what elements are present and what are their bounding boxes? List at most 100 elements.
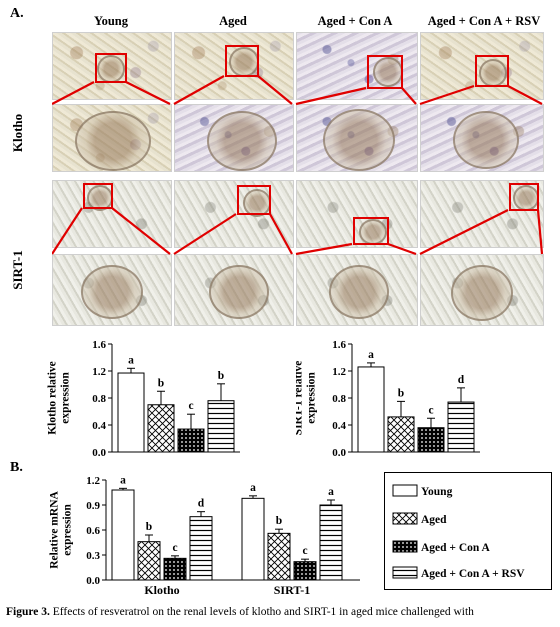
y-tick-label: 0.0 (332, 447, 346, 459)
y-axis-label-line: expression (306, 372, 318, 424)
significance-letter: c (302, 545, 307, 557)
y-axis-label-line: SIRT-1 relative (296, 361, 305, 436)
y-tick-label: 1.2 (92, 366, 106, 378)
zoom-box (95, 53, 127, 83)
y-tick-label: 0.0 (86, 575, 100, 587)
y-axis-label: Klotho relative expression (47, 361, 72, 435)
category-label-0: Klotho (144, 583, 179, 597)
bar-hlines-1 (319, 504, 343, 581)
significance-letter: b (146, 521, 152, 533)
bar-cross-1 (267, 532, 291, 581)
y-tick-label: 0.8 (332, 393, 346, 405)
significance-letter: c (428, 404, 433, 416)
micrograph-sirt1-cona-zoom (296, 254, 418, 326)
significance-letter: d (458, 374, 465, 386)
micrograph-klotho-rsv-zoom (420, 104, 544, 172)
y-tick-label: 0.8 (92, 393, 106, 405)
micrograph-klotho-young-zoom (52, 104, 172, 172)
zoom-connector-lines (52, 75, 544, 256)
bar-cross-0 (387, 416, 415, 453)
micrograph-grid (52, 32, 554, 328)
legend-swatch-young (392, 484, 418, 497)
significance-letter: b (398, 387, 404, 399)
y-tick-label: 0.0 (92, 447, 106, 459)
legend-item-aged: Aged (392, 512, 447, 526)
y-axis-label: SIRT-1 relative expression (296, 361, 318, 436)
zoom-box (237, 185, 271, 215)
bar-dots-0 (163, 557, 187, 581)
y-tick-label: 0.3 (86, 550, 100, 562)
legend-label-young: Young (421, 486, 453, 498)
bar-white-0 (117, 372, 145, 453)
micrograph-klotho-cona-zoom (296, 104, 418, 172)
bar-cross-0 (137, 541, 161, 581)
column-header-aged-cona-rsv: Aged + Con A + RSV (427, 14, 541, 28)
y-axis-label-line: expression (62, 504, 74, 556)
y-tick-label: 0.9 (86, 500, 100, 512)
chart-mrna: 0.0 0.3 0.6 0.9 1.2 Relative mRNA expression a b… (49, 474, 360, 597)
bar-white-0 (357, 366, 385, 453)
significance-letter: a (328, 486, 334, 498)
bar-dots-0 (417, 427, 445, 453)
significance-letter: a (120, 474, 126, 486)
category-label-1: SIRT-1 (274, 583, 311, 597)
significance-letter: c (188, 400, 193, 412)
chart-klotho-ihc: 0.0 0.4 0.8 1.2 1.6 Klotho relative expression… (47, 339, 240, 459)
legend-swatch-aged (392, 512, 418, 525)
significance-letter: a (368, 349, 374, 361)
bar-hlines-0 (207, 400, 235, 453)
micrograph-sirt1-aged-zoom (174, 254, 294, 326)
y-tick-label: 1.2 (86, 475, 100, 487)
micrograph-sirt1-cona-overview (296, 180, 418, 248)
legend-label-aged-cona: Aged + Con A (421, 542, 491, 554)
bar-dots-0 (177, 428, 205, 453)
y-tick-label: 1.6 (332, 339, 346, 351)
row-label-klotho: Klotho (10, 113, 25, 153)
bar-hlines-0 (189, 516, 213, 581)
bar-dots-1 (293, 561, 317, 581)
legend: Young Aged Aged + Con A Aged + Con A + R… (384, 472, 552, 590)
micrograph-sirt1-young-overview (52, 180, 172, 248)
micrograph-klotho-young-overview (52, 32, 172, 100)
significance-letter: d (198, 498, 205, 510)
y-tick-label: 1.2 (332, 366, 346, 378)
zoom-box (475, 55, 509, 87)
micrograph-sirt1-young-zoom (52, 254, 172, 326)
legend-label-aged: Aged (421, 514, 447, 526)
legend-swatch-aged-cona (392, 540, 418, 553)
micrograph-klotho-rsv-overview (420, 32, 544, 100)
bar-white-0 (111, 489, 135, 581)
y-tick-label: 1.6 (92, 339, 106, 351)
legend-swatch-aged-cona-rsv (392, 566, 418, 579)
chart-sirt1-ihc: 0.0 0.4 0.8 1.2 1.6 SIRT-1 relative expression… (296, 339, 480, 459)
column-header-young: Young (93, 14, 129, 28)
zoom-box (509, 183, 539, 211)
bar-cross-0 (147, 404, 175, 453)
legend-label-aged-cona-rsv: Aged + Con A + RSV (421, 568, 525, 580)
figure-caption-text: Effects of resveratrol on the renal leve… (49, 606, 474, 618)
figure-caption-label: Figure 3. (6, 606, 50, 618)
row-label-sirt1: SIRT-1 (10, 250, 25, 290)
micrograph-sirt1-rsv-zoom (420, 254, 544, 326)
bar-white-1 (241, 497, 265, 581)
zoom-box (225, 45, 259, 77)
panel-a-label: A. (10, 6, 24, 21)
legend-item-aged-cona-rsv: Aged + Con A + RSV (392, 566, 525, 580)
figure-caption: Figure 3. Effects of resveratrol on the … (6, 606, 558, 618)
y-axis-label-line: Relative mRNA (49, 491, 61, 569)
legend-item-aged-cona: Aged + Con A (392, 540, 491, 554)
column-header-aged: Aged (219, 14, 247, 28)
significance-letter: b (158, 377, 164, 389)
micrograph-sirt1-rsv-overview (420, 180, 544, 248)
micrograph-klotho-cona-overview (296, 32, 418, 100)
y-axis-label: Relative mRNA expression (49, 491, 74, 569)
significance-letter: c (172, 542, 177, 554)
micrograph-klotho-aged-zoom (174, 104, 294, 172)
legend-item-young: Young (392, 484, 453, 498)
zoom-box (367, 55, 403, 89)
significance-letter: b (218, 370, 224, 382)
y-tick-label: 0.4 (92, 420, 106, 432)
column-header-aged-cona: Aged + Con A (317, 14, 393, 28)
zoom-box (353, 217, 389, 245)
bar-hlines-0 (447, 401, 475, 453)
